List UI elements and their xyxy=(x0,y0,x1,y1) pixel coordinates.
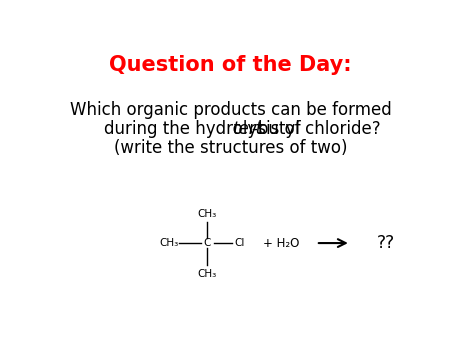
Text: -butyl chloride?: -butyl chloride? xyxy=(252,120,381,138)
Text: during the hydrolysis of: during the hydrolysis of xyxy=(104,120,306,138)
Text: CH₃: CH₃ xyxy=(198,209,217,219)
Text: Cl: Cl xyxy=(235,238,245,248)
Text: during the hydrolysis of  tert-butyl chloride?: during the hydrolysis of tert-butyl chlo… xyxy=(49,120,413,138)
Text: Question of the Day:: Question of the Day: xyxy=(109,55,352,75)
Text: + H₂O: + H₂O xyxy=(263,237,299,249)
Text: tert: tert xyxy=(233,120,263,138)
FancyArrowPatch shape xyxy=(319,239,346,247)
Text: CH₃: CH₃ xyxy=(198,269,217,279)
Text: (write the structures of two): (write the structures of two) xyxy=(114,139,347,158)
Text: ??: ?? xyxy=(377,234,395,252)
Text: C: C xyxy=(204,238,211,248)
Text: Which organic products can be formed: Which organic products can be formed xyxy=(70,101,392,119)
Text: during the hydrolysis of tert-butyl chloride?: during the hydrolysis of tert-butyl chlo… xyxy=(50,120,411,138)
Text: CH₃: CH₃ xyxy=(159,238,178,248)
